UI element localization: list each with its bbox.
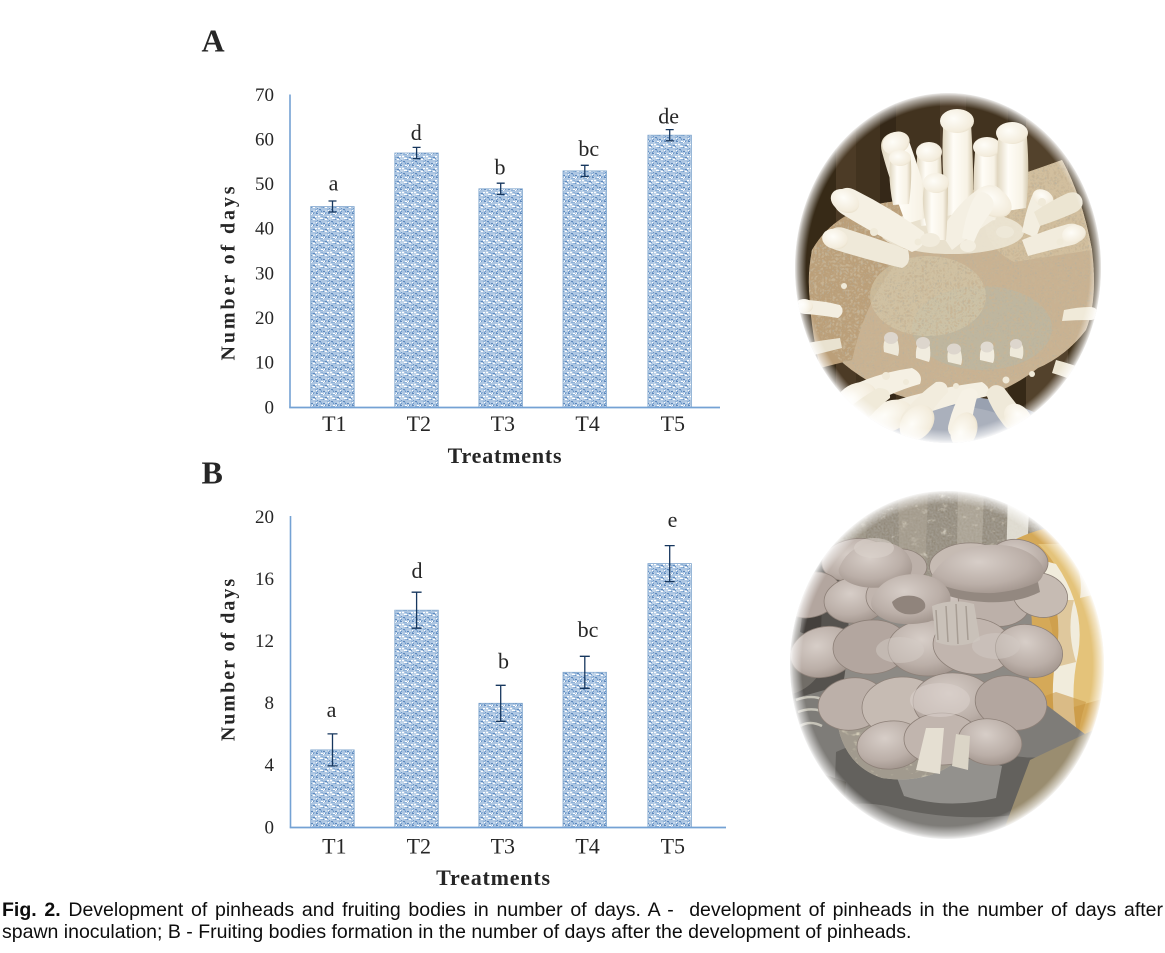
svg-text:bc: bc bbox=[578, 136, 599, 161]
svg-text:20: 20 bbox=[255, 308, 274, 329]
svg-text:A: A bbox=[202, 23, 225, 59]
svg-text:bc: bc bbox=[578, 617, 599, 642]
svg-text:a: a bbox=[327, 697, 337, 722]
svg-text:d: d bbox=[412, 558, 423, 583]
svg-text:T2: T2 bbox=[407, 411, 431, 436]
svg-text:12: 12 bbox=[255, 631, 274, 652]
svg-text:Treatments: Treatments bbox=[448, 443, 563, 468]
svg-text:16: 16 bbox=[255, 569, 274, 590]
svg-text:e: e bbox=[668, 507, 678, 532]
svg-text:d: d bbox=[411, 120, 422, 145]
svg-text:Number of days: Number of days bbox=[218, 577, 240, 741]
svg-text:20: 20 bbox=[255, 507, 274, 528]
svg-text:40: 40 bbox=[255, 219, 274, 240]
svg-text:T3: T3 bbox=[491, 834, 515, 859]
svg-text:8: 8 bbox=[265, 693, 275, 714]
svg-text:10: 10 bbox=[255, 353, 274, 374]
svg-text:T1: T1 bbox=[322, 834, 346, 859]
svg-text:Treatments: Treatments bbox=[436, 865, 551, 890]
svg-text:T3: T3 bbox=[491, 411, 515, 436]
svg-text:T4: T4 bbox=[575, 834, 599, 859]
svg-text:30: 30 bbox=[255, 263, 274, 284]
svg-text:T4: T4 bbox=[575, 411, 599, 436]
svg-text:a: a bbox=[329, 171, 339, 196]
svg-text:Number of days: Number of days bbox=[218, 184, 240, 361]
svg-text:b: b bbox=[495, 155, 506, 180]
svg-text:0: 0 bbox=[265, 817, 275, 838]
svg-text:0: 0 bbox=[265, 397, 275, 418]
svg-text:50: 50 bbox=[255, 174, 274, 195]
svg-text:T5: T5 bbox=[661, 834, 685, 859]
svg-text:T2: T2 bbox=[407, 834, 431, 859]
svg-text:4: 4 bbox=[265, 755, 275, 776]
svg-text:70: 70 bbox=[255, 85, 274, 106]
svg-text:b: b bbox=[498, 649, 509, 674]
svg-text:T5: T5 bbox=[661, 411, 685, 436]
svg-text:de: de bbox=[658, 104, 679, 129]
svg-text:60: 60 bbox=[255, 129, 274, 150]
svg-text:B: B bbox=[202, 455, 223, 491]
svg-text:T1: T1 bbox=[322, 411, 346, 436]
